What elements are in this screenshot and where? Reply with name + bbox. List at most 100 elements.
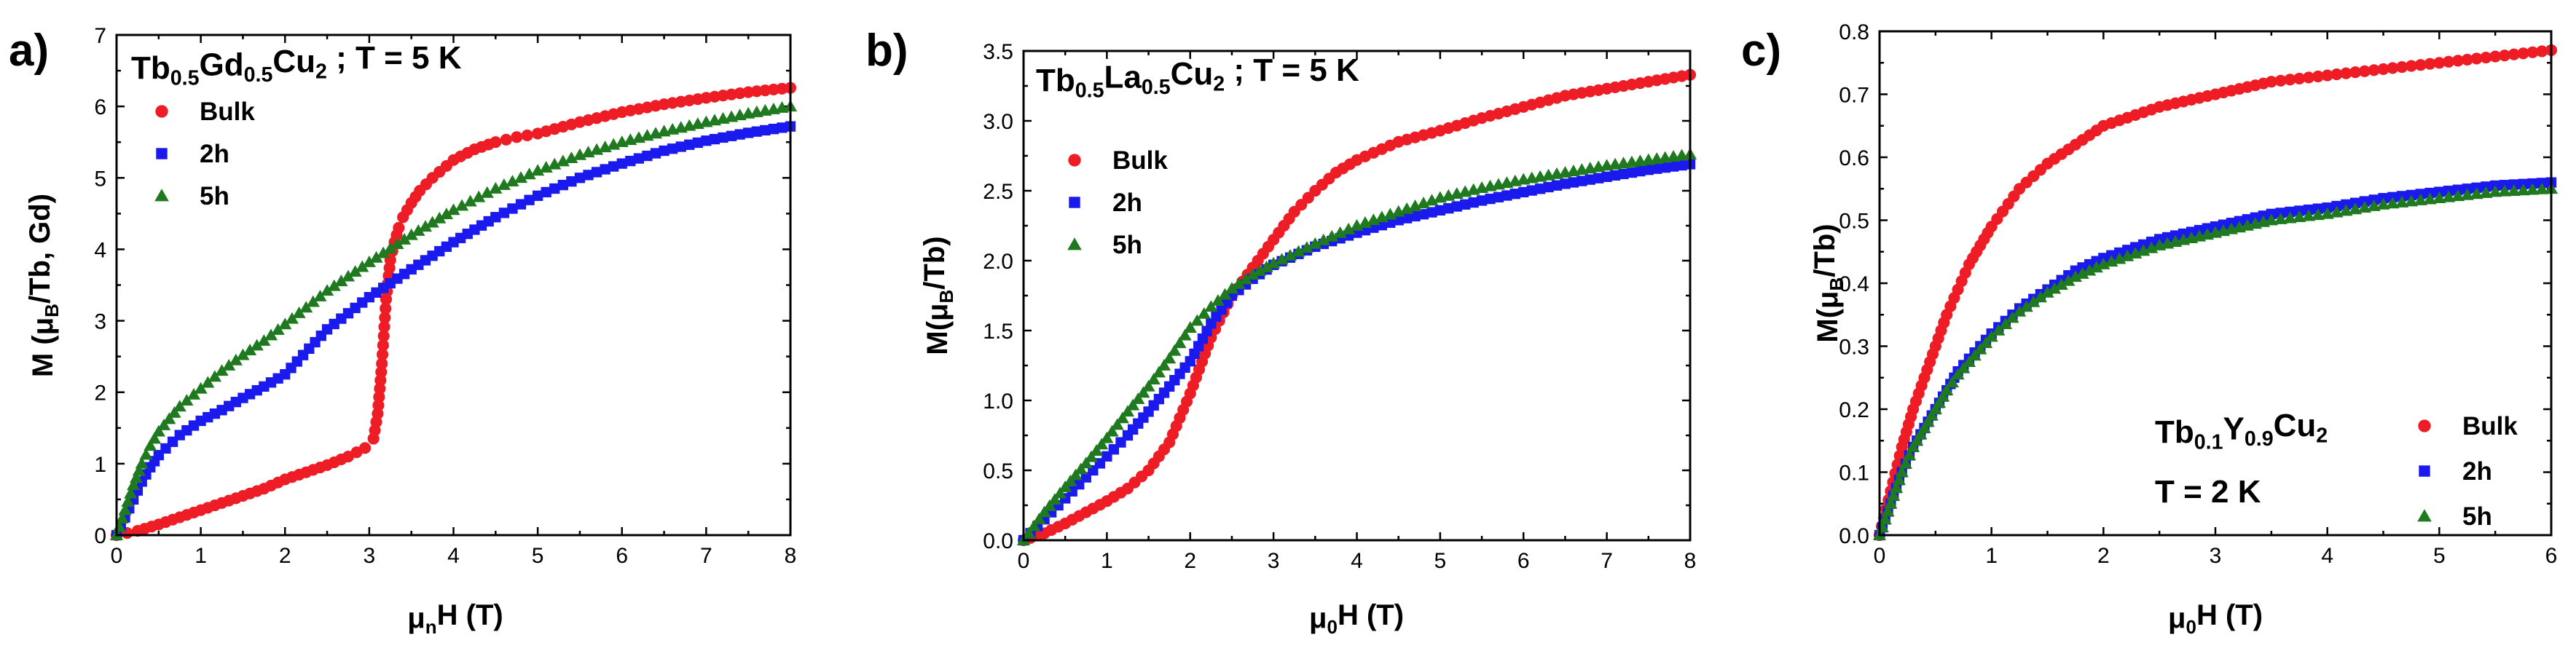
data-point xyxy=(2443,55,2455,68)
data-point xyxy=(1115,411,1129,424)
legend-label: 5h xyxy=(1112,231,1142,259)
data-point xyxy=(397,232,412,245)
text-segment: Tb xyxy=(2155,414,2194,450)
data-point xyxy=(2460,188,2474,200)
data-point xyxy=(243,344,257,355)
data-point xyxy=(506,175,519,187)
x-tick-label: 5 xyxy=(2433,544,2446,568)
data-point xyxy=(549,183,560,194)
text-segment: ; T = 5 K xyxy=(327,40,462,76)
subscript: n xyxy=(425,616,437,638)
data-point xyxy=(139,448,153,460)
data-point xyxy=(376,357,388,370)
data-point xyxy=(2264,213,2278,226)
data-point xyxy=(2535,182,2549,194)
data-point xyxy=(463,194,477,207)
y-tick-label: 0.7 xyxy=(1839,84,1869,108)
x-tick-label: 0 xyxy=(111,544,123,568)
data-point xyxy=(194,382,208,394)
data-point xyxy=(2293,72,2306,84)
subscript: 2 xyxy=(1213,72,1225,95)
legend-marker xyxy=(2419,465,2430,477)
y-tick-label: 0.4 xyxy=(1839,272,1869,296)
data-point xyxy=(1204,300,1218,312)
data-point xyxy=(1053,486,1067,499)
data-point xyxy=(541,186,551,198)
x-tick-label: 4 xyxy=(2321,544,2333,568)
legend: Bulk 2h 5h xyxy=(1067,146,1168,259)
data-point xyxy=(2283,211,2297,224)
data-point xyxy=(1660,162,1670,173)
data-point xyxy=(2089,261,2103,273)
data-point xyxy=(1142,379,1155,392)
data-point xyxy=(1341,222,1356,234)
data-point xyxy=(532,190,543,201)
x-tick-label: 7 xyxy=(1601,549,1613,573)
data-point xyxy=(1246,268,1260,280)
text-segment: /Tb) xyxy=(1809,224,1841,277)
data-point xyxy=(1676,159,1687,171)
series-5h xyxy=(1872,182,2559,540)
x-tick-label: 8 xyxy=(1684,549,1697,573)
data-point xyxy=(2516,183,2530,196)
data-point xyxy=(2068,270,2083,282)
text-segment: μ xyxy=(407,602,425,634)
data-point xyxy=(1316,233,1330,245)
data-point xyxy=(498,208,510,218)
data-point xyxy=(2368,64,2380,76)
series-5h xyxy=(1016,147,1697,545)
data-point xyxy=(1385,217,1396,228)
data-point xyxy=(341,269,356,282)
text-segment: Tb xyxy=(131,50,170,86)
data-point xyxy=(447,203,460,216)
data-point xyxy=(718,132,729,143)
panel-c: c)0 1 2 3 4 5 60.00.10.20.30.40.50.60.70.8Tb0.… xyxy=(1741,20,2559,638)
x-tick-label: 7 xyxy=(700,544,712,568)
data-point xyxy=(1376,220,1387,231)
data-point xyxy=(313,289,327,301)
data-point xyxy=(2076,266,2089,279)
data-point xyxy=(659,145,669,157)
x-tick-label: 0 xyxy=(1874,544,1886,568)
y-tick-label: 0.1 xyxy=(1839,462,1869,486)
data-point xyxy=(2414,59,2427,71)
y-tick-label: 0.5 xyxy=(1839,210,1869,234)
data-point xyxy=(1325,229,1339,242)
data-point xyxy=(1585,174,1595,185)
data-point xyxy=(186,387,201,400)
data-point xyxy=(1968,349,1982,361)
data-point xyxy=(2442,190,2456,202)
data-point xyxy=(726,130,737,141)
data-point xyxy=(2396,60,2408,74)
data-point xyxy=(1027,519,1041,532)
data-point xyxy=(1300,241,1313,253)
legend-label: 5h xyxy=(200,182,229,210)
x-tick-label: 6 xyxy=(2545,544,2558,568)
data-point xyxy=(377,339,389,352)
data-point xyxy=(1979,336,1993,348)
text-segment: /Tb, Gd) xyxy=(24,194,56,304)
data-point xyxy=(684,139,695,150)
x-axis-title: μnH (T) xyxy=(407,599,503,638)
data-point xyxy=(127,478,141,491)
data-point xyxy=(306,295,320,307)
data-point xyxy=(556,154,570,167)
data-point xyxy=(1267,256,1281,269)
data-point xyxy=(1925,408,1939,421)
data-point xyxy=(147,432,162,444)
data-point xyxy=(1451,201,1462,212)
data-point xyxy=(118,503,132,515)
plot-frame xyxy=(115,33,792,537)
text-segment: Cu xyxy=(1171,56,1214,92)
data-point xyxy=(433,211,447,224)
data-point xyxy=(1064,474,1077,486)
data-point xyxy=(2526,183,2540,195)
data-point xyxy=(1037,505,1051,518)
text-segment: M (μ xyxy=(27,317,59,377)
data-point xyxy=(1074,462,1088,475)
data-point xyxy=(2330,68,2343,81)
panel-letter: c) xyxy=(1741,25,1781,76)
data-point xyxy=(2321,69,2333,82)
data-point xyxy=(1951,368,1965,380)
panel-letter: b) xyxy=(865,25,908,76)
